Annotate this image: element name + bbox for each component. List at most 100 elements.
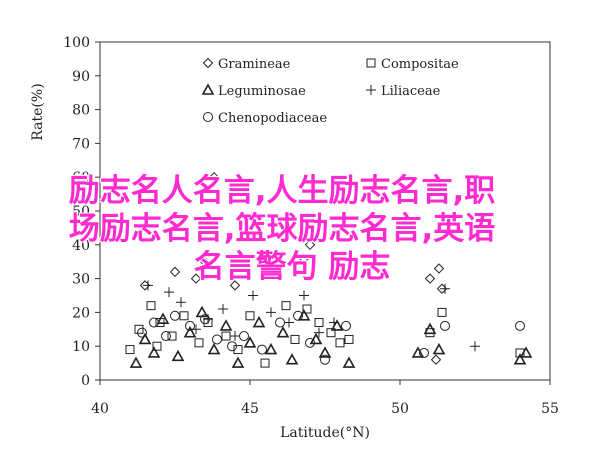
liliaceae-point [470,341,480,352]
legend-label: Compositae [381,57,459,72]
compositae-point [326,328,336,338]
compositae-point [245,311,255,321]
y-axis-title: Rate(%) [30,83,46,140]
watermark-overlay-text: 励志名人名言,人生励志名言,职 场励志名言,篮球励志名言,英语 名言警句 励志 [12,172,552,286]
gramineae-point [298,253,310,264]
liliaceae-point [176,297,186,308]
leguminosae-point [156,312,170,324]
x-axis: 40 45 50 55 [91,380,559,417]
chenopodiaceae-point [149,317,159,328]
y-axis: 0 10 20 30 40 50 60 70 80 90 100 [63,35,100,389]
leguminosae-point [432,342,446,355]
legend-label: Gramineae [218,57,291,72]
data-points [125,171,533,368]
legend-gramineae-marker [202,57,214,69]
leguminosae-point [423,322,437,335]
overlay-line-3: 名言警句 励志 [193,249,391,285]
chenopodiaceae-point [170,310,180,321]
legend-leguminosae-marker [201,83,215,95]
liliaceae-point [248,290,258,301]
gramineae-point [304,239,316,251]
legend-liliaceae-marker [366,85,376,95]
compositae-point [167,331,177,341]
chenopodiaceae-point [239,331,249,342]
compositae-point [125,345,135,355]
x-tick-label: 40 [91,401,109,417]
legend-label: Leguminosae [218,84,306,99]
chenopodiaceae-point [185,320,195,331]
leguminosae-point [342,356,356,368]
chenopodiaceae-point [257,344,267,355]
chenopodiaceae-point [212,334,222,345]
x-tick-label: 50 [391,401,409,417]
liliaceae-point [329,317,339,328]
compositae-point [152,341,162,351]
chenopodiaceae-point [293,310,303,321]
y-tick-label: 30 [72,272,90,288]
compositae-point [233,345,243,355]
chenopodiaceae-point [161,331,171,342]
liliaceae-point [314,327,324,338]
legend-compositae-marker [366,58,376,68]
gramineae-point [433,263,445,274]
chenopodiaceae-point [305,337,315,348]
leguminosae-point [231,356,245,368]
leguminosae-point [207,342,221,355]
compositae-point [314,318,324,328]
leguminosae-point [183,326,197,338]
liliaceae-point [143,280,153,291]
gramineae-point [424,273,436,284]
y-tick-label: 100 [63,35,90,51]
legend-chenopodiaceae-marker [203,112,213,122]
chenopodiaceae-point [419,347,429,358]
leguminosae-point [147,346,161,358]
gramineae-point [208,171,220,183]
y-tick-label: 50 [72,204,90,220]
gramineae-point [190,273,202,284]
liliaceae-point [266,307,276,318]
legend-label: Chenopodiaceae [218,111,327,126]
leguminosae-point [195,305,209,318]
leguminosae-point [276,326,290,338]
x-tick-label: 45 [241,401,259,417]
liliaceae-point [230,331,240,342]
leguminosae-point [297,309,311,321]
liliaceae-point [440,283,450,294]
leguminosae-point [264,342,278,355]
overlay-line-2: 场励志名言,篮球励志名言,英语 [68,211,496,247]
compositae-point [290,334,300,344]
y-tick-label: 90 [72,69,90,85]
leguminosae-point [309,332,323,345]
x-tick-label: 55 [541,401,559,417]
y-tick-label: 70 [72,136,90,152]
y-tick-label: 40 [72,238,90,254]
compositae-point [437,307,447,317]
compositae-point [281,301,291,311]
y-tick-label: 60 [72,170,90,186]
gramineae-point [169,266,181,278]
leguminosae-point [129,356,143,368]
leguminosae-point [138,332,152,345]
y-tick-label: 20 [72,305,90,321]
legend: Gramineae Compositae Leguminosae Liliaceae C… [201,57,459,126]
leguminosae-point [219,319,233,331]
leguminosae-point [252,315,266,328]
compositae-point [302,304,312,314]
leguminosae-point [513,353,527,365]
compositae-point [146,301,156,311]
x-axis-title: Latitude(°N) [280,425,370,441]
gramineae-point [229,280,241,291]
liliaceae-point [299,290,309,301]
chenopodiaceae-point [440,320,450,331]
chenopodiaceae-point [200,314,210,325]
leguminosae-point [411,346,425,358]
liliaceae-point [164,287,174,298]
leguminosae-point [519,346,533,358]
legend-label: Liliaceae [381,84,441,99]
leguminosae-point [171,349,185,362]
chenopodiaceae-point [320,354,330,365]
gramineae-point [199,256,211,267]
chenopodiaceae-point [515,320,525,331]
compositae-point [134,324,144,334]
